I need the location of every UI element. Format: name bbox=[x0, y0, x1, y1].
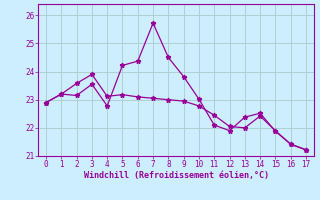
X-axis label: Windchill (Refroidissement éolien,°C): Windchill (Refroidissement éolien,°C) bbox=[84, 171, 268, 180]
